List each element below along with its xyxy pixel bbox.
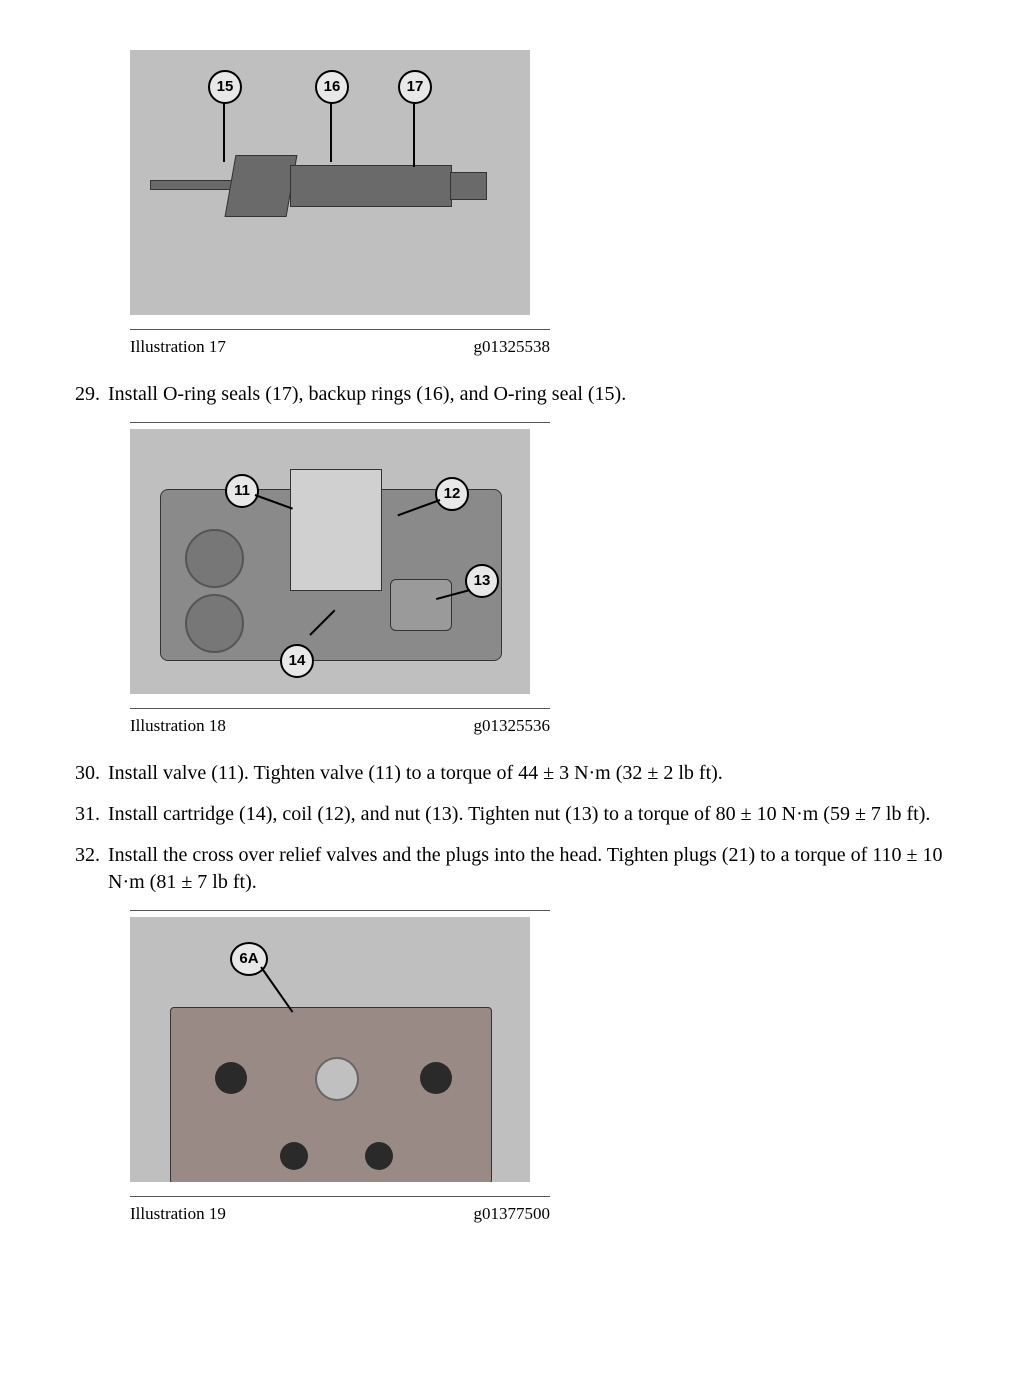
step-32-text: Install the cross over relief valves and… [108, 842, 964, 896]
figure-17-image: 15 16 17 [130, 50, 530, 315]
figure-19-label: Illustration 19 [130, 1203, 226, 1226]
step-32-number: 32. [60, 842, 108, 896]
figure-18-label: Illustration 18 [130, 715, 226, 738]
step-31: 31. Install cartridge (14), coil (12), a… [60, 801, 964, 828]
figure-17-code: g01325538 [474, 336, 551, 359]
callout-17: 17 [398, 70, 432, 104]
callout-14: 14 [280, 644, 314, 678]
figure-17-rule [130, 329, 550, 330]
figure-18-code: g01325536 [474, 715, 551, 738]
step-29-text: Install O-ring seals (17), backup rings … [108, 381, 964, 408]
step-30-text: Install valve (11). Tighten valve (11) t… [108, 760, 964, 787]
figure-17-caption: Illustration 17 g01325538 [130, 336, 550, 359]
figure-18-rule [130, 708, 550, 709]
figure-19-block: 6A Illustration 19 g01377500 [130, 910, 550, 1226]
step-29-number: 29. [60, 381, 108, 408]
page: 15 16 17 Illustration 17 g01325538 29. I… [0, 0, 1024, 1400]
figure-19-caption: Illustration 19 g01377500 [130, 1203, 550, 1226]
step-31-text: Install cartridge (14), coil (12), and n… [108, 801, 964, 828]
figure-18-caption: Illustration 18 g01325536 [130, 715, 550, 738]
callout-12: 12 [435, 477, 469, 511]
figure-19-image: 6A [130, 917, 530, 1182]
step-31-number: 31. [60, 801, 108, 828]
figure-17-block: 15 16 17 Illustration 17 g01325538 [130, 50, 550, 359]
callout-15: 15 [208, 70, 242, 104]
step-30: 30. Install valve (11). Tighten valve (1… [60, 760, 964, 787]
callout-13: 13 [465, 564, 499, 598]
callout-11: 11 [225, 474, 259, 508]
figure-19-code: g01377500 [474, 1203, 551, 1226]
step-32: 32. Install the cross over relief valves… [60, 842, 964, 896]
figure-17-label: Illustration 17 [130, 336, 226, 359]
figure-19-rule [130, 1196, 550, 1197]
step-29: 29. Install O-ring seals (17), backup ri… [60, 381, 964, 408]
callout-16: 16 [315, 70, 349, 104]
figure-18-block: 11 12 13 14 Illustration 18 g01325536 [130, 422, 550, 738]
figure-19-top-rule [130, 910, 550, 911]
figure-18-image: 11 12 13 14 [130, 429, 530, 694]
step-30-number: 30. [60, 760, 108, 787]
figure-18-top-rule [130, 422, 550, 423]
